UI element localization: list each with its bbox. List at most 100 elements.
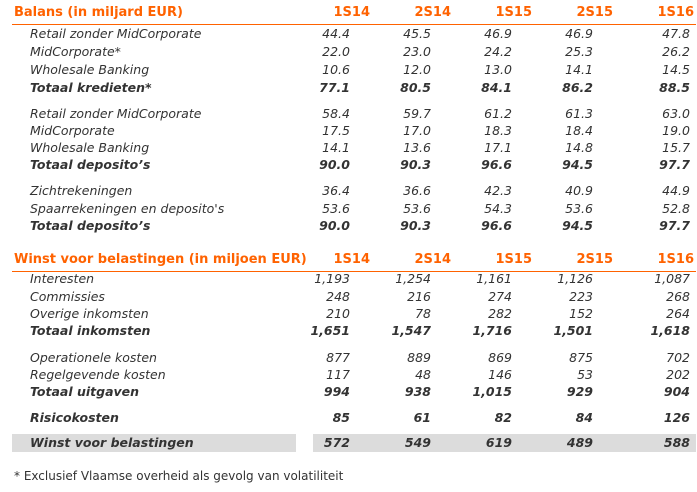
table-row: Wholesale Banking 10.6 12.0 13.0 14.1 14…	[0, 61, 697, 79]
row-label: Totaal deposito’s	[30, 157, 151, 172]
cell-2s14: 13.6	[403, 140, 431, 155]
cell-1s15: 1,716	[472, 323, 512, 338]
cell-2s14: 90.3	[400, 218, 431, 233]
balance-col-5: 1S16	[657, 5, 695, 20]
table-row: Regelgevende kosten 117 48 146 53 202	[0, 366, 697, 384]
cell-1s15: 18.3	[484, 123, 512, 138]
cell-2s14: 17.0	[403, 123, 431, 138]
cell-2s14: 1,254	[395, 271, 431, 286]
cell-1s16: 15.7	[662, 140, 690, 155]
cell-1s15: 24.2	[484, 44, 512, 59]
cell-2s14: 80.5	[400, 80, 431, 95]
row-label: MidCorporate	[30, 123, 115, 138]
cell-2s14: 90.3	[400, 157, 431, 172]
label-background	[12, 434, 296, 452]
cell-1s14: 44.4	[322, 26, 350, 41]
table-row-total: Totaal kredieten* 77.1 80.5 84.1 86.2 88…	[0, 79, 697, 97]
cell-1s15: 619	[485, 435, 512, 450]
cell-1s16: 26.2	[662, 44, 690, 59]
cell-2s15: 46.9	[565, 26, 593, 41]
row-label: Commissies	[30, 289, 105, 304]
balance-col-4: 2S15	[576, 5, 614, 20]
row-label: Totaal kredieten*	[30, 80, 152, 95]
cell-1s16: 904	[663, 384, 690, 399]
cell-2s14: 45.5	[403, 26, 431, 41]
row-label: Retail zonder MidCorporate	[30, 106, 202, 121]
table-row: Retail zonder MidCorporate 58.4 59.7 61.…	[0, 105, 697, 123]
balance-header: Balans (in miljard EUR) 1S14 2S14 1S15 2…	[0, 3, 697, 25]
cell-1s15: 1,015	[472, 384, 512, 399]
cell-2s15: 18.4	[565, 123, 593, 138]
cell-1s16: 202	[666, 367, 690, 382]
table-row: Zichtrekeningen 36.4 36.6 42.3 40.9 44.9	[0, 182, 697, 200]
row-label: Wholesale Banking	[30, 140, 150, 155]
balance-col-3: 1S15	[495, 5, 533, 20]
cell-1s14: 1,193	[314, 271, 350, 286]
cell-1s15: 13.0	[484, 62, 512, 77]
cell-2s15: 875	[569, 350, 593, 365]
cell-2s15: 25.3	[565, 44, 593, 59]
table-row: Interesten 1,193 1,254 1,161 1,126 1,087	[0, 270, 697, 288]
cell-2s14: 23.0	[403, 44, 431, 59]
cell-2s15: 1,501	[553, 323, 593, 338]
cell-1s16: 588	[663, 435, 690, 450]
profit-title: Winst voor belastingen (in miljoen EUR)	[14, 252, 307, 267]
cell-1s14: 58.4	[322, 106, 350, 121]
cell-1s15: 282	[488, 306, 512, 321]
balance-col-2: 2S14	[414, 5, 452, 20]
cell-1s15: 17.1	[484, 140, 512, 155]
table-row: Retail zonder MidCorporate 44.4 45.5 46.…	[0, 25, 697, 43]
cell-1s15: 82	[494, 410, 512, 425]
cell-1s14: 22.0	[322, 44, 350, 59]
cell-2s14: 889	[407, 350, 431, 365]
balance-col-1: 1S14	[333, 5, 371, 20]
cell-1s14: 10.6	[322, 62, 350, 77]
cell-1s14: 90.0	[319, 218, 350, 233]
cell-1s14: 877	[326, 350, 350, 365]
row-label: Overige inkomsten	[30, 306, 149, 321]
cell-2s14: 53.6	[403, 201, 431, 216]
cell-2s15: 489	[566, 435, 593, 450]
cell-2s14: 216	[407, 289, 431, 304]
cell-1s16: 268	[666, 289, 690, 304]
cell-2s15: 53	[577, 367, 593, 382]
cell-1s14: 210	[326, 306, 350, 321]
cell-1s15: 1,161	[476, 271, 512, 286]
cell-1s16: 44.9	[662, 183, 690, 198]
profit-col-2: 2S14	[414, 252, 452, 267]
table-row: Commissies 248 216 274 223 268	[0, 288, 697, 306]
cell-1s15: 42.3	[484, 183, 512, 198]
row-label: Winst voor belastingen	[30, 435, 194, 450]
cell-1s16: 1,618	[650, 323, 690, 338]
cell-1s14: 90.0	[319, 157, 350, 172]
row-label: Risicokosten	[30, 410, 119, 425]
table-row: Spaarrekeningen en deposito's 53.6 53.6 …	[0, 200, 697, 218]
cell-2s15: 14.8	[565, 140, 593, 155]
cell-1s15: 274	[488, 289, 512, 304]
table-row: MidCorporate* 22.0 23.0 24.2 25.3 26.2	[0, 43, 697, 61]
row-label: Totaal deposito’s	[30, 218, 151, 233]
cell-1s16: 264	[666, 306, 690, 321]
cell-1s15: 46.9	[484, 26, 512, 41]
cell-2s15: 929	[566, 384, 593, 399]
cell-2s14: 549	[404, 435, 431, 450]
cell-1s14: 36.4	[322, 183, 350, 198]
table-row-total: Risicokosten 85 61 82 84 126	[0, 409, 697, 427]
cell-1s14: 572	[323, 435, 350, 450]
row-label: Totaal uitgaven	[30, 384, 140, 399]
table-row: MidCorporate 17.5 17.0 18.3 18.4 19.0	[0, 122, 697, 140]
cell-1s16: 1,087	[654, 271, 690, 286]
row-label: Spaarrekeningen en deposito's	[30, 201, 225, 216]
cell-2s14: 59.7	[403, 106, 431, 121]
profit-col-4: 2S15	[576, 252, 614, 267]
row-label: Totaal inkomsten	[30, 323, 151, 338]
table-row: Overige inkomsten 210 78 282 152 264	[0, 305, 697, 323]
cell-2s14: 1,547	[391, 323, 431, 338]
cell-2s14: 938	[404, 384, 431, 399]
cell-1s16: 88.5	[659, 80, 690, 95]
row-label: Wholesale Banking	[30, 62, 150, 77]
table-row: Operationele kosten 877 889 869 875 702	[0, 349, 697, 367]
cell-1s14: 248	[326, 289, 350, 304]
row-label: Operationele kosten	[30, 350, 157, 365]
table-row-total: Totaal deposito’s 90.0 90.3 96.6 94.5 97…	[0, 156, 697, 174]
